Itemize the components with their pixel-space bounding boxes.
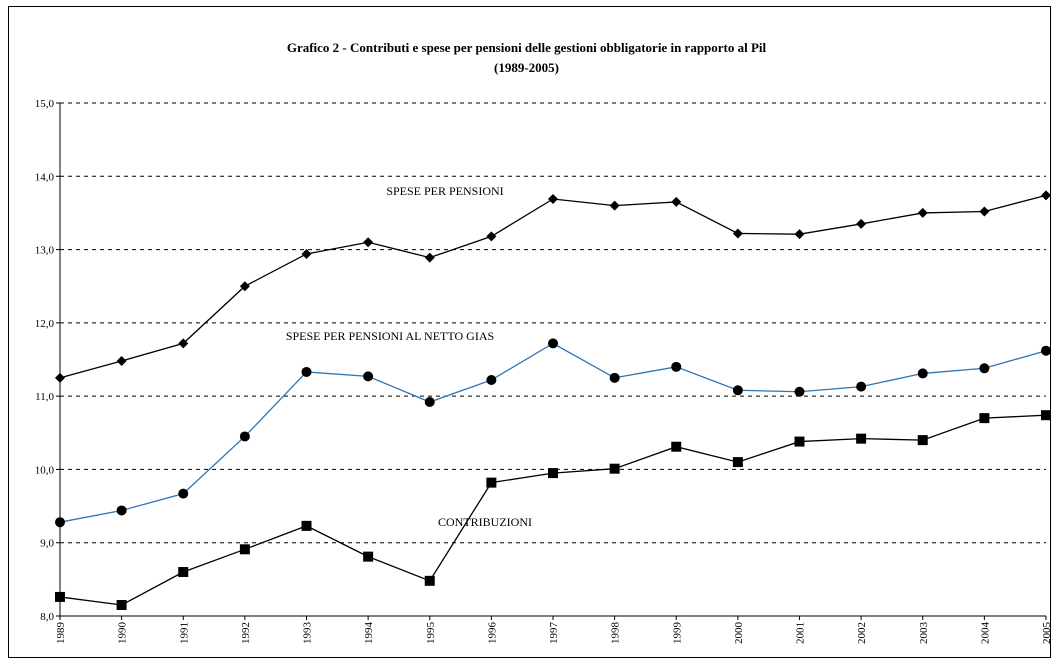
x-tick-label: 2000	[733, 622, 745, 645]
data-point-square	[856, 433, 867, 444]
series-line	[59, 194, 1047, 379]
x-tick-label: 1996	[486, 622, 498, 645]
data-point-diamond	[732, 228, 743, 239]
data-point-diamond	[856, 218, 867, 229]
y-tick-label: 9,0	[40, 538, 54, 550]
data-point-square	[116, 600, 127, 611]
x-tick-label: 1995	[425, 622, 437, 645]
series-labels: SPESE PER PENSIONI SPESE PER PENSIONI AL …	[286, 184, 532, 529]
chart-subtitle: (1989-2005)	[494, 60, 559, 75]
data-point-diamond	[178, 338, 189, 349]
y-tick-label: 12,0	[35, 318, 55, 330]
chart-title-line: Grafico 2 - Contributi e spese per pensi…	[286, 40, 767, 55]
x-tick-label: 1997	[548, 622, 560, 645]
data-point-circle	[979, 363, 990, 374]
data-point-diamond	[548, 194, 558, 205]
data-point-circle	[671, 361, 682, 372]
data-point-diamond	[609, 200, 620, 211]
data-point-circle	[239, 431, 250, 442]
data-point-circle	[178, 488, 189, 499]
data-point-square	[424, 575, 435, 586]
data-point-square	[239, 544, 250, 555]
data-point-circle	[548, 338, 558, 349]
data-point-diamond	[424, 252, 435, 263]
x-tick-label: 1994	[363, 622, 375, 645]
series-group	[55, 190, 1051, 611]
data-point-diamond	[301, 248, 312, 259]
data-point-square	[732, 457, 743, 468]
x-tick-label: 1990	[117, 622, 129, 645]
data-point-diamond	[1041, 190, 1051, 201]
x-tick-labels: 1989 1990 1991 1992 1993 1994 1995 1996 1997 1998…	[55, 622, 1053, 645]
data-point-circle	[301, 366, 312, 377]
data-point-circle	[486, 375, 497, 386]
data-point-diamond	[979, 206, 990, 217]
data-point-diamond	[363, 237, 374, 248]
y-tick-label: 11,0	[35, 391, 54, 403]
data-point-square	[55, 591, 65, 602]
data-point-diamond	[239, 281, 250, 292]
data-point-square	[486, 477, 497, 488]
data-point-diamond	[486, 231, 497, 242]
axes	[56, 102, 1047, 620]
data-point-square	[363, 551, 374, 562]
x-tick-label: 1998	[610, 622, 622, 645]
data-point-square	[917, 435, 928, 446]
data-point-circle	[917, 368, 928, 379]
data-point-square	[178, 567, 189, 578]
x-tick-label: 2002	[856, 622, 868, 644]
x-tick-label: 1999	[671, 622, 683, 645]
data-point-circle	[424, 397, 435, 408]
data-point-square	[548, 468, 558, 479]
data-point-diamond	[116, 355, 127, 366]
y-tick-label: 15,0	[35, 98, 55, 110]
chart-frame	[8, 6, 1051, 658]
series-line	[59, 414, 1047, 606]
data-point-square	[671, 441, 682, 452]
y-tick-label: 8,0	[40, 611, 54, 623]
data-point-circle	[363, 371, 374, 382]
data-point-circle	[116, 505, 127, 516]
data-point-circle	[732, 385, 743, 396]
y-tick-labels: 8,0 9,0 10,0 11,0 12,0 13,0 14,0 15,0	[35, 98, 55, 623]
x-tick-label: 1993	[302, 622, 314, 645]
data-point-square	[1041, 410, 1051, 421]
y-tick-label: 13,0	[35, 245, 55, 257]
data-point-circle	[1041, 345, 1051, 356]
data-point-square	[979, 413, 990, 424]
series-line	[59, 342, 1047, 523]
data-point-circle	[856, 381, 867, 392]
data-point-circle	[794, 386, 805, 397]
x-tick-label: 1991	[178, 622, 190, 644]
data-point-diamond	[671, 196, 682, 207]
x-tick-label: 2004	[979, 622, 991, 645]
data-point-square	[794, 436, 805, 447]
series-label: SPESE PER PENSIONI AL NETTO GIAS	[286, 329, 494, 343]
data-point-diamond	[55, 372, 65, 383]
x-tick-label: 2001	[795, 622, 807, 644]
series-label: CONTRIBUZIONI	[438, 515, 532, 529]
data-point-square	[609, 463, 620, 474]
y-tick-label: 14,0	[35, 171, 55, 183]
y-tick-label: 10,0	[35, 464, 55, 476]
data-point-diamond	[917, 207, 928, 218]
x-tick-label: 2005	[1041, 622, 1053, 645]
x-tick-label: 1992	[240, 622, 252, 644]
x-tick-label: 2003	[918, 622, 930, 645]
series-label: SPESE PER PENSIONI	[386, 184, 503, 198]
chart-title: Grafico 2 - Contributi e spese per pensi…	[0, 38, 1053, 78]
data-point-circle	[609, 372, 620, 383]
x-tick-label: 1989	[55, 622, 67, 645]
data-point-circle	[55, 517, 65, 528]
data-point-square	[301, 520, 312, 531]
data-point-diamond	[794, 229, 805, 240]
